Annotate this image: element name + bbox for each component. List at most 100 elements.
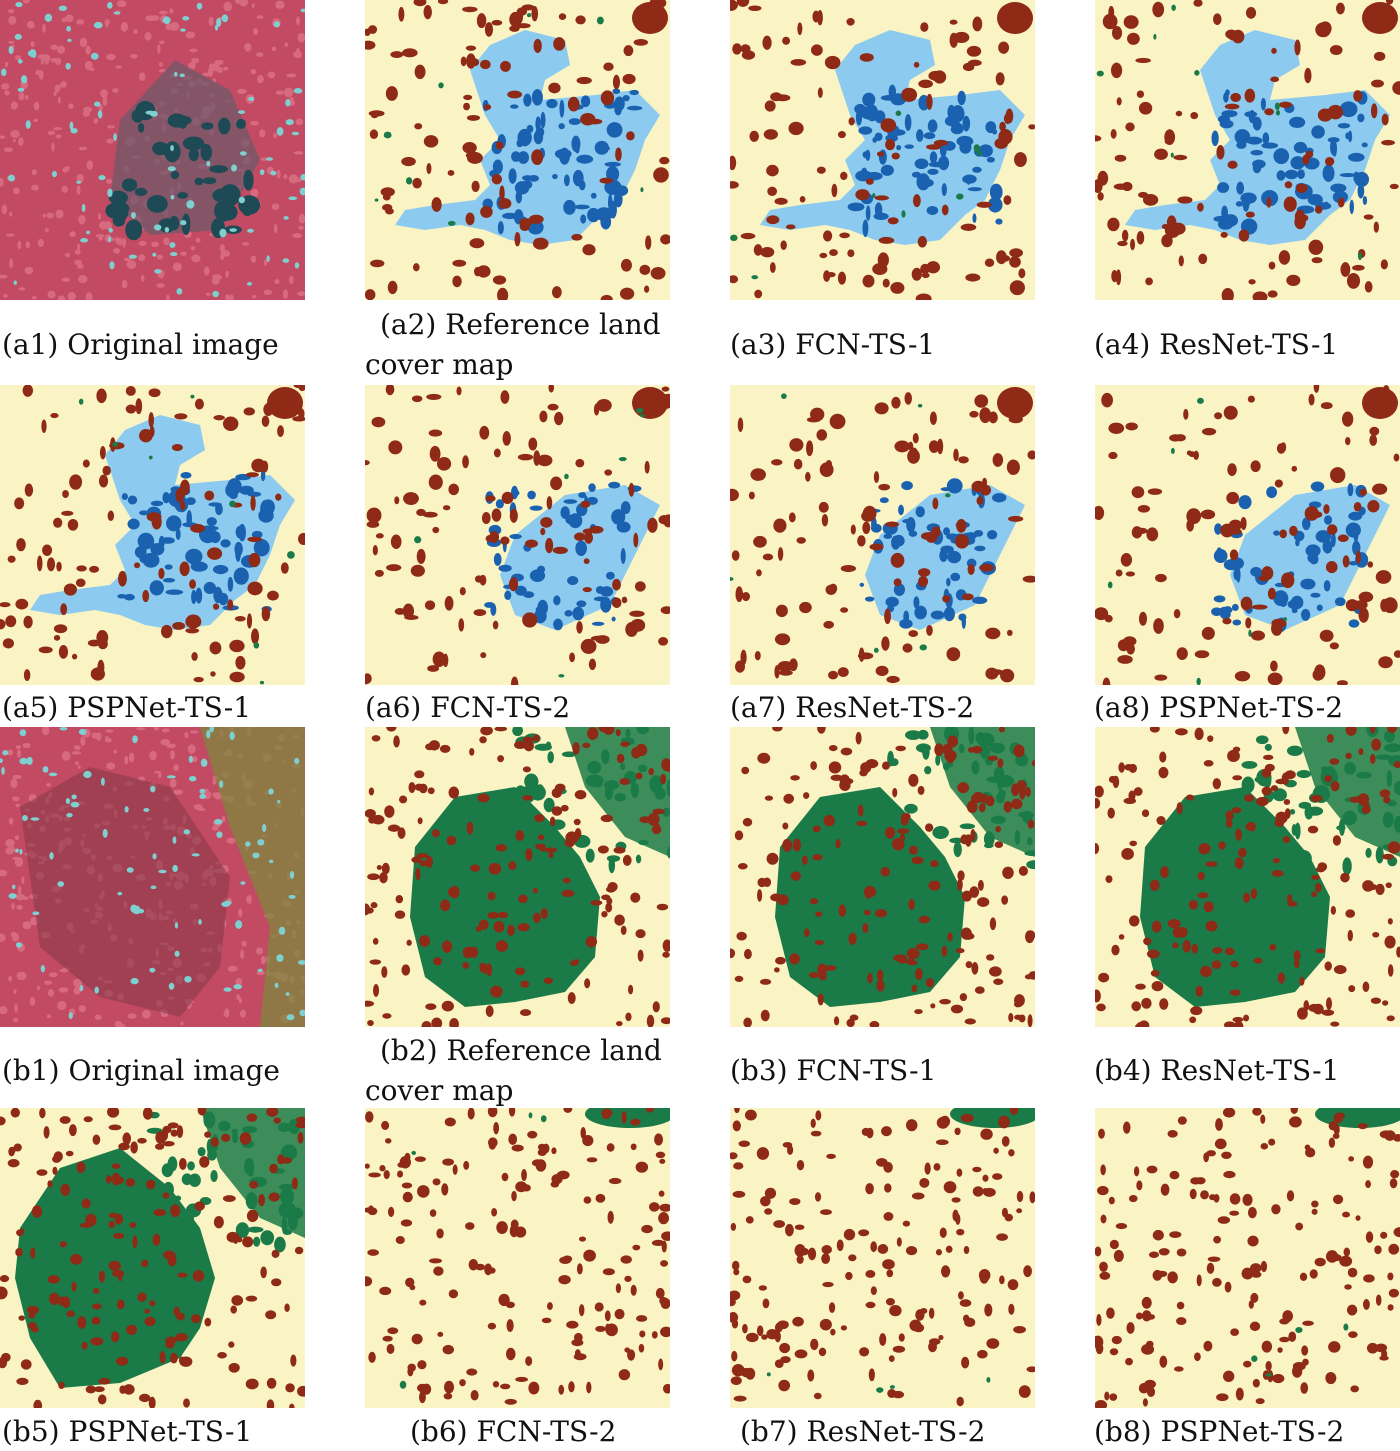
built-up-patch [1014,1014,1022,1020]
field-patch [21,876,25,884]
field-patch [273,224,278,234]
built-up-patch [459,1379,466,1387]
deep-water-patch [568,513,583,529]
bright-patch [90,52,99,60]
deep-water-patch [904,114,912,131]
built-up-patch [1243,1360,1252,1368]
built-up-patch [833,1016,840,1026]
built-up-patch [462,142,477,154]
field-patch [112,88,119,93]
built-up-patch [1169,1231,1182,1238]
field-patch [61,277,71,282]
built-up-patch [1330,1021,1340,1027]
vegetation-patch [229,500,236,508]
field-patch [163,237,170,246]
water-body [235,118,247,130]
field-patch [120,21,129,32]
built-up-patch [966,800,978,814]
built-up-patch [22,385,34,397]
built-up-patch [635,929,646,939]
vegetation-patch [1365,847,1372,858]
built-up-patch [914,1009,923,1015]
built-up-patch [41,419,47,433]
vegetation-patch [1245,800,1259,811]
built-up-patch [1176,1301,1185,1310]
built-up-patch [576,1263,583,1275]
vegetation-patch [534,743,553,751]
deep-water-patch [899,618,913,629]
built-up-patch [635,1161,649,1173]
field-patch [18,287,26,291]
built-up-patch [508,861,517,870]
built-up-patch [475,1263,486,1271]
built-up-patch [1284,181,1293,189]
built-up-patch [816,429,828,441]
built-up-patch [504,1398,517,1405]
built-up-patch [249,1180,259,1189]
built-up-patch [621,596,628,604]
water-body [181,213,191,236]
deep-water-patch [529,505,543,511]
deep-water-patch [552,173,558,180]
vegetation-patch [1248,629,1252,637]
built-up-patch [178,1157,187,1170]
deep-water-patch [571,135,581,153]
built-up-patch [958,1291,964,1300]
deep-water-patch [510,104,519,109]
bright-patch [124,806,129,813]
built-up-patch [546,1302,553,1310]
built-up-patch [298,532,305,546]
built-up-patch [149,425,155,438]
built-up-patch [1365,1231,1374,1243]
built-up-patch [760,1196,771,1207]
built-up-patch [1099,1261,1108,1272]
water-body [158,218,176,233]
built-up-patch [801,855,808,865]
built-up-patch [1095,1246,1102,1257]
deep-water-patch [563,199,576,215]
bright-patch [26,756,33,766]
built-up-patch [1311,1200,1319,1208]
built-up-patch [1268,1138,1276,1146]
built-up-patch [1325,997,1333,1010]
deep-water-patch [247,491,262,497]
bright-patch [268,859,274,864]
built-up-patch [1345,599,1359,612]
vegetation-area [410,787,600,1007]
built-up-patch [365,1111,374,1123]
field-patch [84,60,93,71]
built-up-patch [615,1283,622,1294]
vegetation-patch [596,16,604,25]
built-up-patch [1393,761,1400,769]
deep-water-patch [593,596,609,602]
field-patch [289,97,294,101]
field-patch [256,15,264,19]
built-up-patch [167,1122,179,1129]
built-up-patch [1230,92,1242,102]
built-up-patch [1142,193,1159,206]
built-up-patch [573,818,581,826]
built-up-patch [831,183,838,198]
built-up-patch [425,856,433,868]
water-body [170,170,180,180]
field-patch [78,146,88,151]
built-up-patch [858,647,865,662]
field-patch [244,42,252,52]
built-up-patch [1125,422,1138,431]
built-up-patch [1160,866,1169,879]
deep-water-patch [915,506,925,518]
built-up-patch [1271,870,1284,877]
built-up-patch [370,902,378,909]
bright-patch [174,950,180,957]
built-up-patch [499,185,505,202]
built-up-patch [645,1108,655,1113]
built-up-patch [511,1190,517,1202]
built-up-patch [1131,1001,1142,1012]
built-up-patch [1304,506,1319,521]
built-up-patch [0,619,6,630]
built-up-patch [766,215,780,225]
field-patch [275,90,285,95]
deep-water-patch [490,603,497,616]
built-up-patch [1205,861,1218,867]
built-up-patch [840,1325,848,1331]
